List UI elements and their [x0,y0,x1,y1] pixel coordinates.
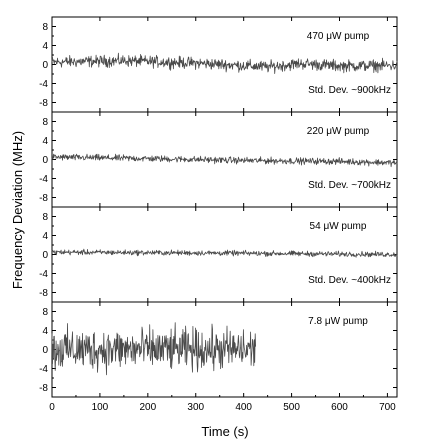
y-tick-label: -8 [39,383,48,394]
x-tick-label: 300 [187,402,204,413]
panel-3: 8 4 0 -4 -8 54 μW pump Std. Dev. ~400kHz [39,206,398,303]
x-axis-title: Time (s) [201,424,248,439]
y-tick-label: 8 [42,212,48,223]
y-tick-label: 0 [42,155,48,166]
panel-annotation: Std. Dev. ~400kHz [308,275,391,286]
y-tick-label: 4 [42,136,48,147]
y-tick-label: -4 [39,364,48,375]
panels-group: 8 4 0 -4 -8 470 μW pump Std. Dev. ~900kHz 8 4 0 -4… [39,16,398,398]
y-tick-label: -4 [39,79,48,90]
series-line [51,52,398,74]
y-tick-label: -4 [39,174,48,185]
x-tick-label: 500 [283,402,300,413]
y-tick-label: 8 [42,22,48,33]
y-tick-label: -4 [39,269,48,280]
y-tick-label: -8 [39,288,48,299]
x-tick-label: 700 [379,402,396,413]
x-tick-label: 100 [92,402,109,413]
series-line [51,248,398,258]
y-tick-label: -8 [39,193,48,204]
y-tick-label: 8 [42,307,48,318]
y-tick-label: 8 [42,117,48,128]
series-line [51,322,256,376]
panel-annotation: Std. Dev. ~900kHz [308,85,391,96]
y-tick-label: 0 [42,60,48,71]
y-tick-label: -8 [39,98,48,109]
y-tick-label: 4 [42,231,48,242]
x-axis: 0 100 200 300 400 500 600 700 [49,395,396,413]
panel-annotation: Std. Dev. ~700kHz [308,180,391,191]
panel-4: 8 4 0 -4 -8 7.8 μW pump [39,301,398,398]
x-tick-label: 400 [235,402,252,413]
panel-2: 8 4 0 -4 -8 220 μW pump Std. Dev. ~700kHz [39,111,398,208]
y-tick-label: 4 [42,41,48,52]
x-tick-label: 200 [139,402,156,413]
x-tick-label: 0 [49,402,55,413]
panel-1: 8 4 0 -4 -8 470 μW pump Std. Dev. ~900kHz [39,16,398,113]
panel-label: 54 μW pump [310,221,367,232]
y-tick-label: 0 [42,250,48,261]
y-tick-label: 0 [42,345,48,356]
panel-label: 220 μW pump [307,126,370,137]
series-line [51,153,398,168]
y-axis-title: Frequency Deviation (MHz) [10,131,25,289]
y-tick-label: 4 [42,326,48,337]
panel-label: 470 μW pump [307,31,370,42]
panel-label: 7.8 μW pump [308,316,368,327]
x-tick-label: 600 [331,402,348,413]
